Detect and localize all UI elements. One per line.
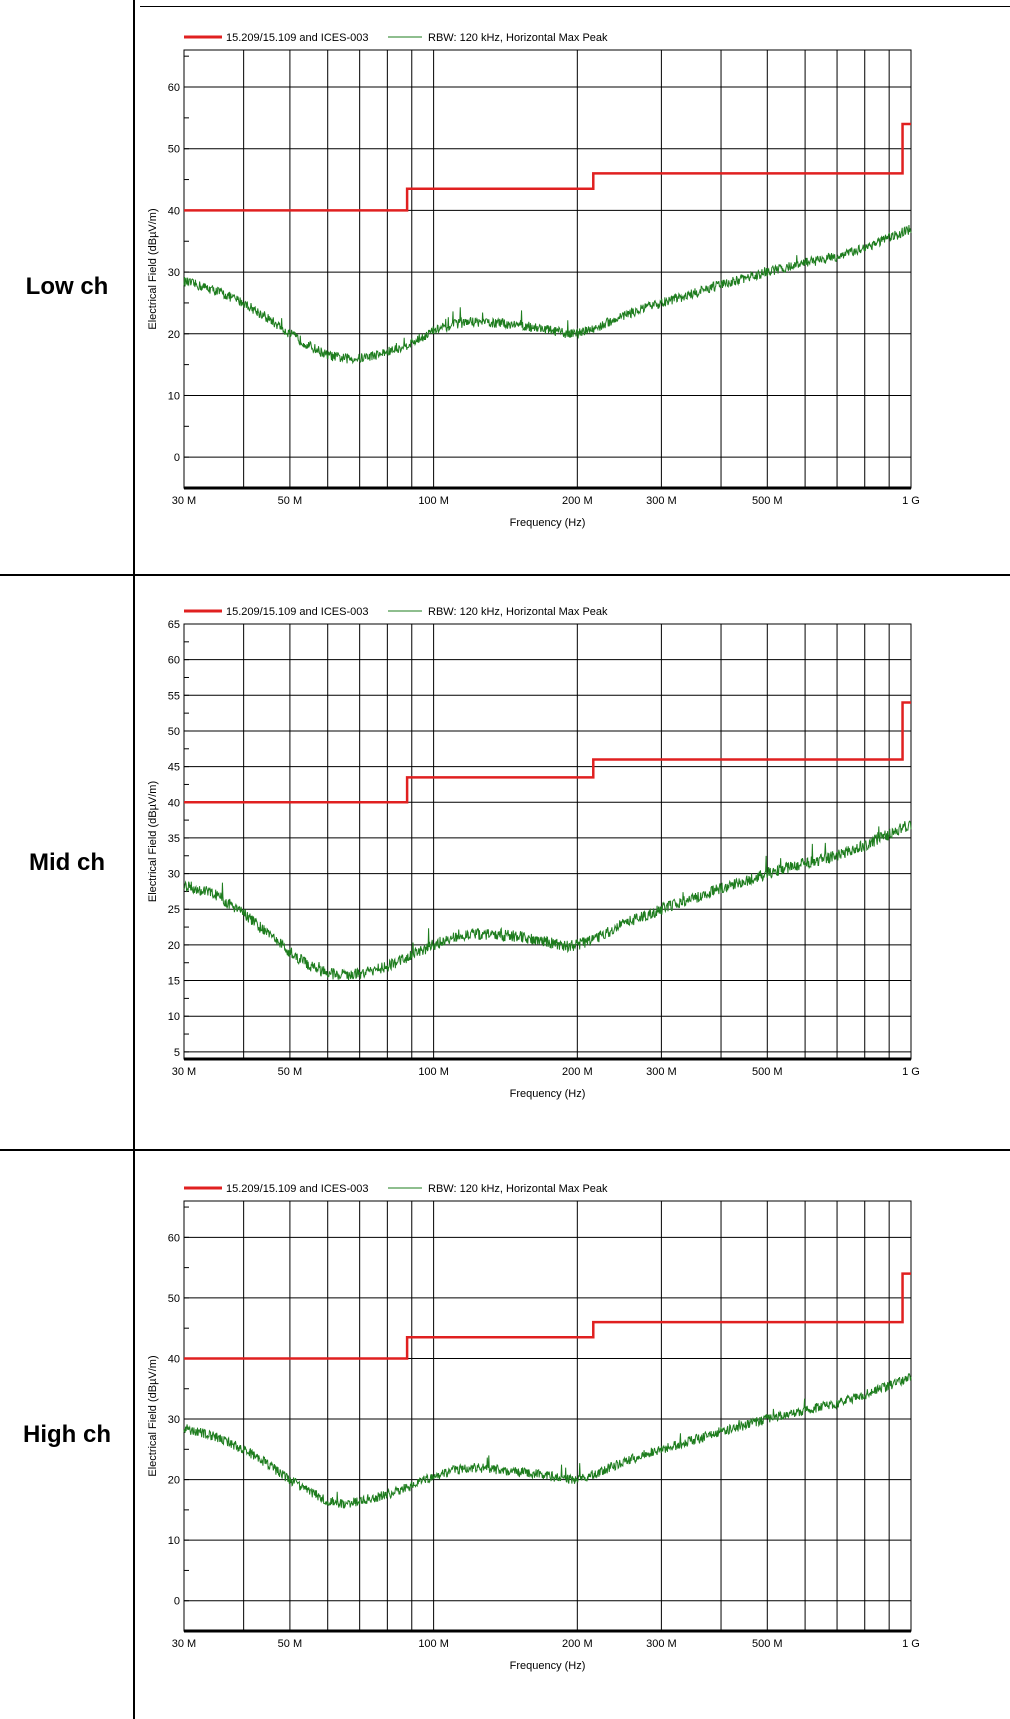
row-label-low-ch: Low ch [25, 273, 109, 300]
table-row-low: Low ch 0 10 20 30 40 50 60 30 M 50 M 100 M 200 M 30… [0, 0, 1010, 574]
x-tick-label: 500 M [752, 1638, 783, 1650]
y-tick-label: 65 [168, 619, 180, 631]
y-tick-label: 35 [168, 833, 180, 845]
measurement-trace [183, 1373, 912, 1509]
x-tick-label: 50 M [278, 495, 302, 507]
y-tick-label: 40 [168, 205, 180, 217]
measurement-trace [183, 820, 912, 981]
y-tick-label: 40 [168, 1353, 180, 1365]
x-tick-label: 200 M [562, 1638, 593, 1650]
chart-high-ch: 0 10 20 30 40 50 60 30 M 50 M 100 M 200 M 300 M 500 … [147, 1183, 920, 1672]
x-tick-label: 300 M [646, 495, 677, 507]
y-tick-label: 60 [168, 1232, 180, 1244]
x-tick-label: 1 G [902, 495, 920, 507]
limit-line [184, 122, 911, 212]
y-axis-label: Electrical Field (dBµV/m) [147, 781, 159, 902]
plot-area [183, 49, 912, 489]
row-label-mid-ch: Mid ch [29, 848, 105, 876]
legend-label-limit: 15.209/15.109 and ICES-003 [226, 606, 369, 618]
y-tick-label: 30 [168, 267, 180, 279]
x-tick-label: 1 G [902, 1638, 920, 1650]
y-tick-label: 5 [174, 1047, 180, 1059]
table-row-divider [0, 574, 1010, 576]
legend-label-trace: RBW: 120 kHz, Horizontal Max Peak [428, 606, 608, 618]
y-tick-label: 0 [174, 1596, 180, 1608]
y-tick-label: 30 [168, 1414, 180, 1426]
y-tick-label: 20 [168, 329, 180, 341]
x-tick-label: 50 M [278, 1066, 302, 1078]
y-tick-label: 10 [168, 1535, 180, 1547]
y-tick-label: 0 [174, 452, 180, 464]
table-row-high: High ch 0 10 20 30 40 50 60 30 M 50 M 100 M 200 M 3… [0, 1151, 1010, 1719]
x-tick-label: 500 M [752, 1066, 783, 1078]
x-tick-label: 50 M [278, 1638, 302, 1650]
x-axis-label: Frequency (Hz) [510, 1660, 586, 1672]
x-tick-label: 100 M [418, 495, 449, 507]
y-tick-label: 45 [168, 762, 180, 774]
y-tick-label: 10 [168, 390, 180, 402]
measurement-trace [183, 225, 912, 365]
x-tick-label: 100 M [418, 1638, 449, 1650]
chart-panel-low: 0 10 20 30 40 50 60 30 M 50 M 100 M 200 M 300 M 500 … [134, 0, 1010, 574]
table-row-divider [0, 1149, 1010, 1151]
x-tick-label: 500 M [752, 495, 783, 507]
y-tick-label: 20 [168, 1475, 180, 1487]
legend-label-limit: 15.209/15.109 and ICES-003 [226, 32, 369, 44]
y-tick-label: 50 [168, 144, 180, 156]
plot-area [183, 623, 912, 1060]
y-axis-label: Electrical Field (dBµV/m) [147, 1355, 159, 1476]
table-column-divider [133, 0, 135, 1719]
plot-area [183, 1200, 912, 1632]
legend-label-limit: 15.209/15.109 and ICES-003 [226, 1183, 369, 1195]
limit-line [184, 701, 911, 804]
limit-line [184, 1272, 911, 1360]
x-tick-label: 30 M [172, 495, 196, 507]
chart-mid-ch: 5 10 15 20 25 30 35 40 45 50 55 60 65 30 M 50 M 100 M 20… [147, 606, 920, 1100]
x-tick-label: 200 M [562, 495, 593, 507]
table-top-border [140, 6, 1010, 7]
y-tick-label: 50 [168, 726, 180, 738]
x-axis-label: Frequency (Hz) [510, 517, 586, 529]
y-tick-label: 40 [168, 797, 180, 809]
y-tick-label: 60 [168, 82, 180, 94]
row-label-high-ch: High ch [23, 1421, 111, 1448]
table-row-mid: Mid ch 5 10 15 20 25 30 35 40 45 50 55 60 65 30 M 50 M… [0, 576, 1010, 1149]
y-tick-label: 50 [168, 1293, 180, 1305]
y-tick-label: 10 [168, 1011, 180, 1023]
chart-panel-high: 0 10 20 30 40 50 60 30 M 50 M 100 M 200 M 300 M 500 … [134, 1151, 1010, 1719]
y-axis-label: Electrical Field (dBµV/m) [147, 208, 159, 329]
y-tick-label: 15 [168, 976, 180, 988]
y-tick-label: 55 [168, 690, 180, 702]
y-tick-label: 60 [168, 655, 180, 667]
x-tick-label: 1 G [902, 1066, 920, 1078]
x-axis-label: Frequency (Hz) [510, 1088, 586, 1100]
y-tick-label: 20 [168, 940, 180, 952]
x-tick-label: 30 M [172, 1066, 196, 1078]
x-tick-label: 100 M [418, 1066, 449, 1078]
legend-label-trace: RBW: 120 kHz, Horizontal Max Peak [428, 32, 608, 44]
y-tick-label: 30 [168, 869, 180, 881]
chart-panel-mid: 5 10 15 20 25 30 35 40 45 50 55 60 65 30 M 50 M 100 M 20… [134, 576, 1010, 1149]
legend-label-trace: RBW: 120 kHz, Horizontal Max Peak [428, 1183, 608, 1195]
x-tick-label: 30 M [172, 1638, 196, 1650]
y-tick-label: 25 [168, 904, 180, 916]
x-tick-label: 200 M [562, 1066, 593, 1078]
x-tick-label: 300 M [646, 1638, 677, 1650]
x-tick-label: 300 M [646, 1066, 677, 1078]
chart-low-ch: 0 10 20 30 40 50 60 30 M 50 M 100 M 200 M 300 M 500 … [147, 32, 920, 529]
